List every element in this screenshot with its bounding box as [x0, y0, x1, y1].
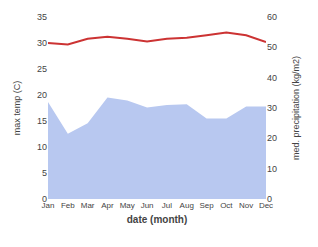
svg-text:Sep: Sep — [199, 201, 214, 210]
svg-text:May: May — [120, 201, 135, 210]
svg-text:40: 40 — [267, 73, 277, 83]
svg-text:med. precipitation (kg/m2): med. precipitation (kg/m2) — [291, 56, 301, 160]
svg-text:10: 10 — [267, 164, 277, 174]
svg-text:Jan: Jan — [42, 201, 55, 210]
svg-text:10: 10 — [37, 142, 47, 152]
svg-text:Oct: Oct — [220, 201, 233, 210]
svg-text:30: 30 — [267, 103, 277, 113]
svg-text:35: 35 — [37, 12, 47, 22]
svg-text:Mar: Mar — [81, 201, 95, 210]
svg-text:20: 20 — [37, 90, 47, 100]
svg-text:Feb: Feb — [61, 201, 75, 210]
svg-text:25: 25 — [37, 64, 47, 74]
svg-text:15: 15 — [37, 116, 47, 126]
svg-text:50: 50 — [267, 42, 277, 52]
svg-text:Jul: Jul — [162, 201, 172, 210]
svg-text:60: 60 — [267, 12, 277, 22]
svg-text:Jun: Jun — [141, 201, 154, 210]
svg-text:Aug: Aug — [180, 201, 194, 210]
svg-text:5: 5 — [42, 168, 47, 178]
svg-text:Apr: Apr — [101, 201, 114, 210]
svg-text:Dec: Dec — [259, 201, 273, 210]
svg-text:Nov: Nov — [239, 201, 253, 210]
svg-text:date (month): date (month) — [127, 214, 188, 225]
svg-text:0: 0 — [42, 194, 47, 204]
svg-text:max temp (C): max temp (C) — [12, 81, 22, 136]
svg-text:0: 0 — [267, 194, 272, 204]
svg-text:30: 30 — [37, 38, 47, 48]
svg-text:20: 20 — [267, 133, 277, 143]
